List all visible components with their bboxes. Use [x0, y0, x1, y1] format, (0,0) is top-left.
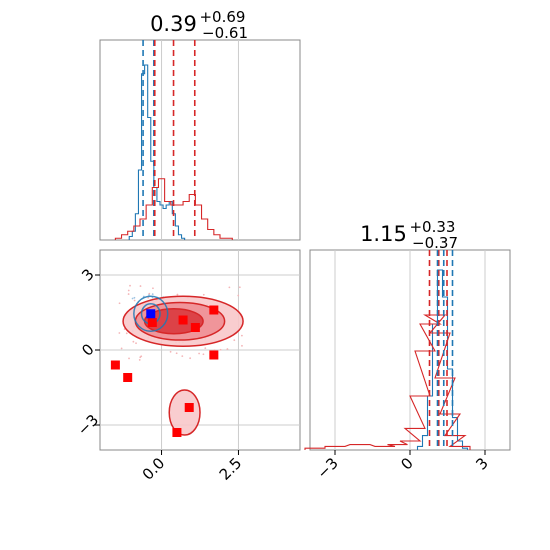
red-square-marker-5 [110, 360, 120, 370]
joint-panel-y-tick-labels: 3 0 −3 [74, 265, 102, 439]
scatter-point-red-30 [240, 334, 243, 337]
scatter-point-red-54 [202, 293, 205, 296]
scatter-point-red-22 [148, 292, 151, 295]
marginal-panel-2-quantile-lines [428, 250, 454, 450]
marginal-panel-2-title-value: 1.15 [360, 222, 407, 246]
scatter-point-red-47 [129, 284, 131, 287]
scatter-point-red-59 [226, 348, 229, 350]
red-square-marker-6 [123, 373, 133, 382]
red-square-marker-3 [147, 318, 157, 327]
x-tick-label-0: 0.0 [139, 454, 169, 484]
marginal-panel-2-title-lower: −0.37 [412, 234, 458, 252]
joint-panel: 0.0 2.5 3 0 −3 [74, 249, 301, 484]
scatter-point-red-65 [138, 359, 141, 361]
histogram-series-1 [304, 314, 471, 450]
scatter-point-red-57 [128, 357, 130, 360]
x-tick-label-0: −3 [313, 454, 341, 482]
red-square-marker-7 [184, 403, 194, 412]
x-tick-label-1: 2.5 [216, 454, 246, 484]
marginal-panel-1-frame [99, 39, 301, 241]
red-contour-lobe [168, 389, 201, 436]
blue-contour-outer [133, 295, 169, 332]
marginal-panel-1-title-value: 0.39 [150, 12, 197, 36]
scatter-point-red-62 [125, 332, 128, 335]
marginal-panel-1-quantile-lines [142, 40, 196, 240]
scatter-point-red-38 [237, 294, 240, 297]
marginal-panel-1-series [114, 64, 233, 240]
marginal-panel-2-title-upper: +0.33 [409, 218, 455, 236]
marginal-panel-2-series [304, 269, 471, 450]
joint-panel-x-tick-labels: 0.0 2.5 [139, 450, 246, 484]
scatter-point-blue-11 [133, 296, 136, 299]
marginal-panel-param-1: 0.39 +0.69 −0.61 [99, 7, 301, 241]
scatter-point-red-8 [204, 347, 207, 350]
scatter-point-red-16 [139, 285, 142, 287]
marginal-panel-1-grid [161, 40, 239, 240]
red-square-marker-0 [209, 305, 219, 315]
scatter-point-red-48 [176, 293, 179, 296]
scatter-point-red-6 [202, 353, 205, 356]
x-tick-label-1: 0 [397, 454, 416, 473]
marginal-panel-param-2: −3 0 3 1.15 +0.33 −0.37 [304, 217, 511, 482]
scatter-point-red-21 [127, 289, 130, 292]
red-square-marker-4 [209, 350, 219, 360]
scatter-point-red-64 [219, 348, 222, 351]
scatter-point-red-69 [118, 302, 121, 305]
scatter-point-blue-14 [148, 294, 150, 296]
y-tick-label-1: 0 [78, 340, 97, 359]
marginal-panel-1-title-upper: +0.69 [199, 8, 245, 26]
scatter-point-red-52 [120, 347, 123, 350]
scatter-point-red-11 [238, 286, 241, 289]
red-square-marker-2 [190, 323, 200, 332]
blue-square-marker-0 [146, 309, 156, 319]
scatter-point-red-44 [152, 287, 154, 290]
histogram-series-0 [128, 64, 186, 240]
scatter-point-blue-4 [131, 297, 134, 300]
histogram-series-1 [114, 178, 233, 240]
scatter-point-red-60 [181, 355, 184, 357]
scatter-point-red-27 [175, 352, 178, 355]
scatter-point-red-67 [169, 350, 172, 353]
scatter-point-red-40 [189, 357, 192, 360]
scatter-point-red-51 [233, 339, 236, 342]
x-tick-label-2: 3 [472, 454, 491, 473]
scatter-point-red-13 [241, 344, 243, 347]
joint-panel-grid [100, 250, 300, 450]
y-tick-label-0: 3 [78, 265, 97, 284]
scatter-point-red-50 [133, 299, 136, 302]
marginal-panel-1-title: 0.39 +0.69 −0.61 [150, 7, 250, 42]
scatter-point-red-45 [118, 332, 121, 334]
scatter-point-blue-18 [151, 293, 154, 296]
y-tick-label-2: −3 [74, 411, 102, 439]
scatter-point-red-37 [228, 286, 231, 289]
scatter-point-red-3 [127, 293, 130, 295]
histogram-series-0 [416, 269, 469, 450]
scatter-point-red-66 [198, 352, 201, 355]
marginal-panel-2-x-tick-labels: −3 0 3 [313, 450, 492, 482]
marginal-panel-2-title: 1.15 +0.33 −0.37 [360, 217, 460, 252]
scatter-point-red-56 [139, 356, 142, 359]
marginal-panel-2-grid [334, 250, 486, 450]
red-square-marker-1 [178, 315, 188, 325]
scatter-point-red-1 [132, 340, 135, 343]
red-square-marker-8 [172, 428, 182, 437]
scatter-point-red-26 [135, 342, 137, 345]
joint-panel-markers [110, 305, 219, 437]
marginal-panel-1-title-lower: −0.61 [202, 24, 248, 42]
